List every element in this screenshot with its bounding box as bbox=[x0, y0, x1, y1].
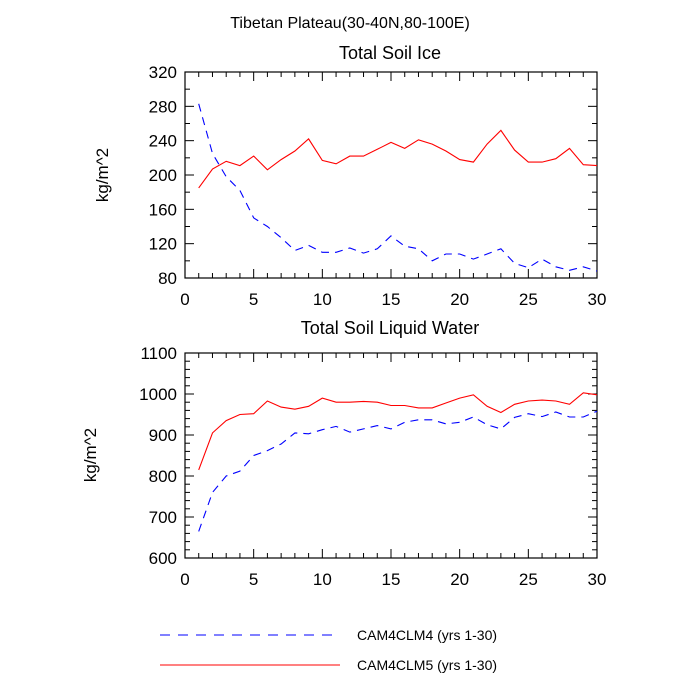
series-line-cam4clm5 bbox=[198, 392, 598, 471]
legend-label-cam4clm4: CAM4CLM4 (yrs 1-30) bbox=[357, 627, 497, 643]
legend-label-cam4clm5: CAM4CLM5 (yrs 1-30) bbox=[357, 657, 497, 673]
x-tick-label: 30 bbox=[588, 570, 607, 589]
series-lines-soil-ice bbox=[198, 103, 598, 272]
series-line-cam4clm4 bbox=[198, 410, 598, 532]
ticks-soil-ice: 0 5 10 15 20 25 30 80 120 160 200 240 280 320 bbox=[149, 63, 607, 309]
y-axis-label-soil-ice: kg/m^2 bbox=[93, 148, 112, 202]
x-tick-label: 20 bbox=[450, 290, 469, 309]
panel-title-soil-liquid-water: Total Soil Liquid Water bbox=[301, 318, 479, 338]
x-tick-label: 25 bbox=[519, 570, 538, 589]
plot-frame-soil-liquid-water bbox=[184, 352, 598, 559]
x-tick-label: 15 bbox=[382, 570, 401, 589]
y-tick-label: 320 bbox=[149, 63, 177, 82]
series-line-cam4clm4 bbox=[198, 103, 598, 272]
x-tick-label: 20 bbox=[450, 570, 469, 589]
figure-title: Tibetan Plateau(30-40N,80-100E) bbox=[230, 15, 470, 32]
x-tick-label: 0 bbox=[180, 570, 189, 589]
y-tick-label: 700 bbox=[149, 508, 177, 527]
y-tick-label: 800 bbox=[149, 467, 177, 486]
series-lines-soil-liquid-water bbox=[198, 392, 598, 532]
x-tick-label: 0 bbox=[180, 290, 189, 309]
panel-soil-ice: Total Soil Ice kg/m^2 0 5 10 15 20 25 30 80 120 1… bbox=[93, 43, 606, 309]
x-tick-label: 5 bbox=[249, 570, 258, 589]
y-tick-label: 80 bbox=[158, 269, 177, 288]
y-tick-label: 120 bbox=[149, 235, 177, 254]
y-axis-label-soil-liquid-water: kg/m^2 bbox=[81, 428, 100, 482]
x-tick-label: 5 bbox=[249, 290, 258, 309]
series-line-cam4clm5 bbox=[198, 129, 598, 189]
y-tick-label: 280 bbox=[149, 97, 177, 116]
x-tick-label: 10 bbox=[313, 570, 332, 589]
y-tick-label: 900 bbox=[149, 426, 177, 445]
x-tick-label: 30 bbox=[588, 290, 607, 309]
ticks-soil-liquid-water: 0 5 10 15 20 25 30 600 700 800 900 1000 1100 bbox=[139, 344, 606, 589]
x-tick-label: 10 bbox=[313, 290, 332, 309]
panel-title-soil-ice: Total Soil Ice bbox=[339, 43, 441, 63]
y-tick-label: 200 bbox=[149, 166, 177, 185]
y-tick-label: 160 bbox=[149, 200, 177, 219]
y-tick-label: 1100 bbox=[140, 344, 177, 363]
plot-frame-soil-ice bbox=[184, 71, 598, 279]
x-tick-label: 15 bbox=[382, 290, 401, 309]
legend: CAM4CLM4 (yrs 1-30) CAM4CLM5 (yrs 1-30) bbox=[160, 627, 497, 673]
y-tick-label: 1000 bbox=[139, 385, 177, 404]
y-tick-label: 600 bbox=[149, 549, 177, 568]
x-tick-label: 25 bbox=[519, 290, 538, 309]
panel-soil-liquid-water: Total Soil Liquid Water kg/m^2 0 5 10 15 20 2… bbox=[81, 318, 606, 589]
y-tick-label: 240 bbox=[149, 132, 177, 151]
